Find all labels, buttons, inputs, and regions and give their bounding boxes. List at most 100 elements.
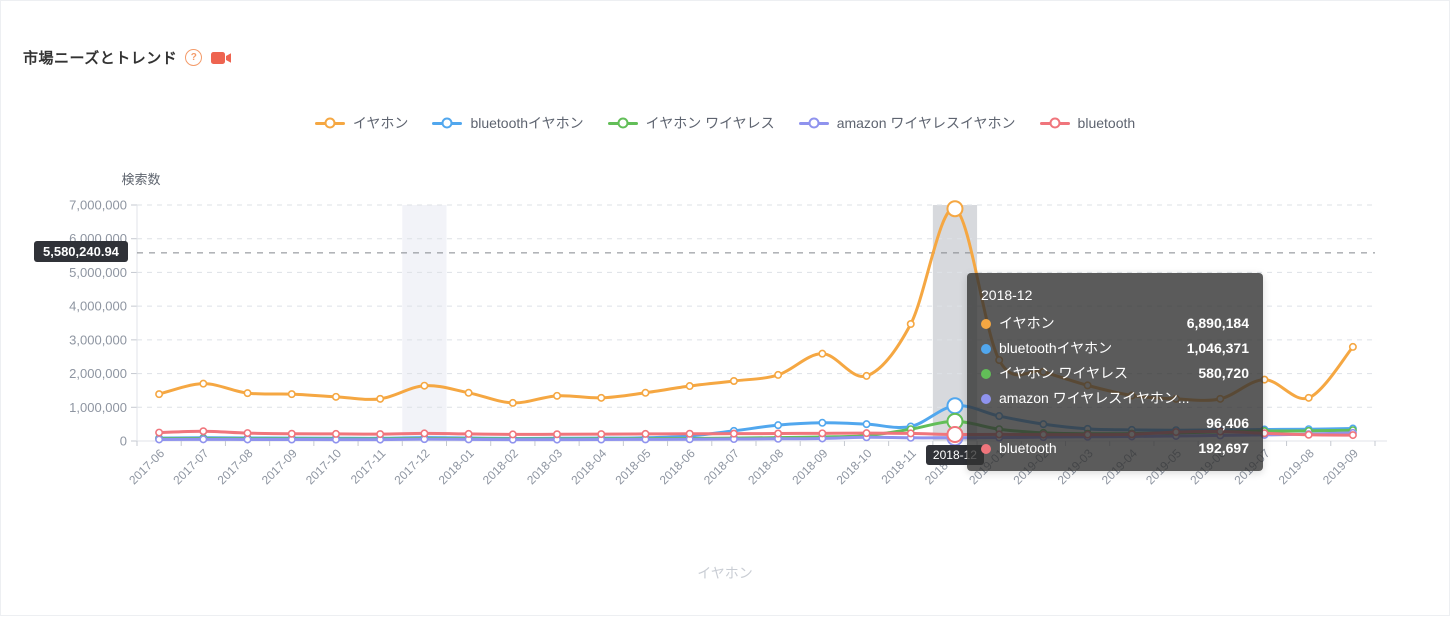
series-dot-icon — [981, 393, 991, 404]
series-point — [243, 429, 252, 438]
tooltip-row: イヤホン 6,890,184 — [981, 311, 1249, 336]
tooltip-series-value: 96,406 — [1206, 415, 1249, 431]
series-point — [553, 430, 562, 439]
series-point — [508, 398, 517, 407]
series-point — [906, 320, 915, 329]
tooltip-series-value: 1,046,371 — [1186, 340, 1249, 356]
legend-line-icon — [432, 117, 463, 129]
series-dot-icon — [981, 343, 991, 354]
x-tick-label: 2017-10 — [303, 446, 344, 487]
series-point — [685, 382, 694, 391]
x-tick-label: 2017-12 — [391, 446, 432, 487]
x-tick-label: 2017-09 — [259, 446, 300, 487]
y-axispointer-label: 5,580,240.94 — [34, 241, 128, 262]
tooltip-row: イヤホン ワイヤレス 580,720 — [981, 361, 1249, 386]
series-point — [862, 371, 871, 380]
chart-tooltip: 2018-12 イヤホン 6,890,184 bluetoothイヤホン 1,0… — [967, 273, 1263, 471]
series-point — [155, 390, 164, 399]
y-tick-label: 3,000,000 — [69, 332, 127, 347]
series-point — [464, 429, 473, 438]
legend-item-2[interactable]: イヤホン ワイヤレス — [607, 113, 775, 133]
help-icon[interactable]: ? — [185, 49, 203, 66]
series-dot-icon — [981, 443, 991, 454]
series-point — [331, 392, 340, 401]
series-point — [818, 349, 827, 358]
series-point — [862, 429, 871, 438]
series-point — [376, 394, 385, 403]
video-camera-icon[interactable] — [210, 50, 232, 66]
series-hover-point-4 — [946, 426, 964, 444]
series-dot-icon — [981, 368, 991, 379]
tooltip-series-value: 192,697 — [1198, 440, 1249, 456]
y-tick-label: 5,000,000 — [69, 265, 127, 280]
legend-line-icon — [1039, 117, 1070, 129]
x-tick-label: 2017-11 — [348, 446, 389, 487]
series-point — [862, 420, 871, 429]
series-point — [597, 430, 606, 439]
tooltip-series-name: amazon ワイヤレスイヤホン... — [999, 390, 1190, 406]
page-title: 市場ニーズとトレンド — [23, 50, 178, 67]
series-point — [641, 429, 650, 438]
series-point — [641, 388, 650, 397]
series-dot-icon — [981, 318, 991, 329]
series-point — [818, 418, 827, 427]
y-tick-label: 0 — [120, 434, 127, 449]
x-tick-label: 2018-03 — [524, 446, 565, 487]
legend-line-icon — [314, 117, 345, 129]
legend-label: イヤホン ワイヤレス — [645, 115, 775, 131]
legend-label: イヤホン — [352, 115, 409, 131]
series-point — [597, 393, 606, 402]
series-point — [774, 370, 783, 379]
x-tick-label: 2018-04 — [568, 446, 609, 487]
tooltip-series-name: bluetoothイヤホン — [999, 340, 1113, 356]
tooltip-series-value: 580,720 — [1198, 365, 1249, 381]
series-point — [553, 391, 562, 400]
series-point — [685, 429, 694, 438]
series-point — [376, 430, 385, 439]
tooltip-row: bluetooth 192,697 — [981, 436, 1249, 461]
series-point — [1348, 431, 1357, 440]
series-point — [243, 389, 252, 398]
x-tick-label: 2019-08 — [1276, 446, 1317, 487]
series-hover-point-0 — [946, 200, 964, 218]
series-point — [420, 429, 429, 438]
x-tick-label: 2017-08 — [215, 446, 256, 487]
legend-item-4[interactable]: bluetooth — [1039, 115, 1136, 131]
y-axis-name: 検索数 — [121, 172, 160, 187]
tooltip-series-name: bluetooth — [999, 440, 1057, 456]
legend-label: bluetooth — [1077, 115, 1136, 131]
tooltip-date: 2018-12 — [981, 287, 1033, 303]
series-point — [729, 376, 738, 385]
tooltip-row: amazon ワイヤレスイヤホン... 96,406 — [981, 386, 1249, 436]
legend-label: bluetoothイヤホン — [470, 115, 584, 131]
series-point — [199, 435, 208, 444]
y-tick-label: 7,000,000 — [69, 198, 127, 213]
series-point — [774, 421, 783, 430]
x-tick-label: 2018-01 — [436, 446, 477, 487]
card-header: 市場ニーズとトレンド ? — [23, 47, 232, 68]
chart-bottom-label: イヤホン — [697, 565, 753, 581]
series-point — [1304, 430, 1313, 439]
x-tick-label: 2018-10 — [834, 446, 875, 487]
legend-line-icon — [607, 117, 638, 129]
legend-item-1[interactable]: bluetoothイヤホン — [432, 113, 584, 133]
legend-item-3[interactable]: amazon ワイヤレスイヤホン — [798, 113, 1016, 133]
series-point — [818, 429, 827, 438]
x-tick-label: 2018-08 — [745, 446, 786, 487]
legend-line-icon — [798, 117, 829, 129]
x-tick-label: 2018-02 — [480, 446, 521, 487]
x-tick-label: 2017-06 — [126, 446, 167, 487]
series-point — [1304, 393, 1313, 402]
series-point — [287, 429, 296, 438]
legend-item-0[interactable]: イヤホン — [314, 113, 409, 133]
y-tick-label: 4,000,000 — [69, 299, 127, 314]
series-point — [199, 427, 208, 436]
y-tick-label: 1,000,000 — [69, 400, 127, 415]
series-point — [199, 379, 208, 388]
x-tick-label: 2018-07 — [701, 446, 742, 487]
series-point — [287, 390, 296, 399]
mark-area-band — [402, 205, 447, 441]
x-tick-label: 2018-11 — [878, 446, 919, 487]
series-point — [906, 429, 915, 438]
